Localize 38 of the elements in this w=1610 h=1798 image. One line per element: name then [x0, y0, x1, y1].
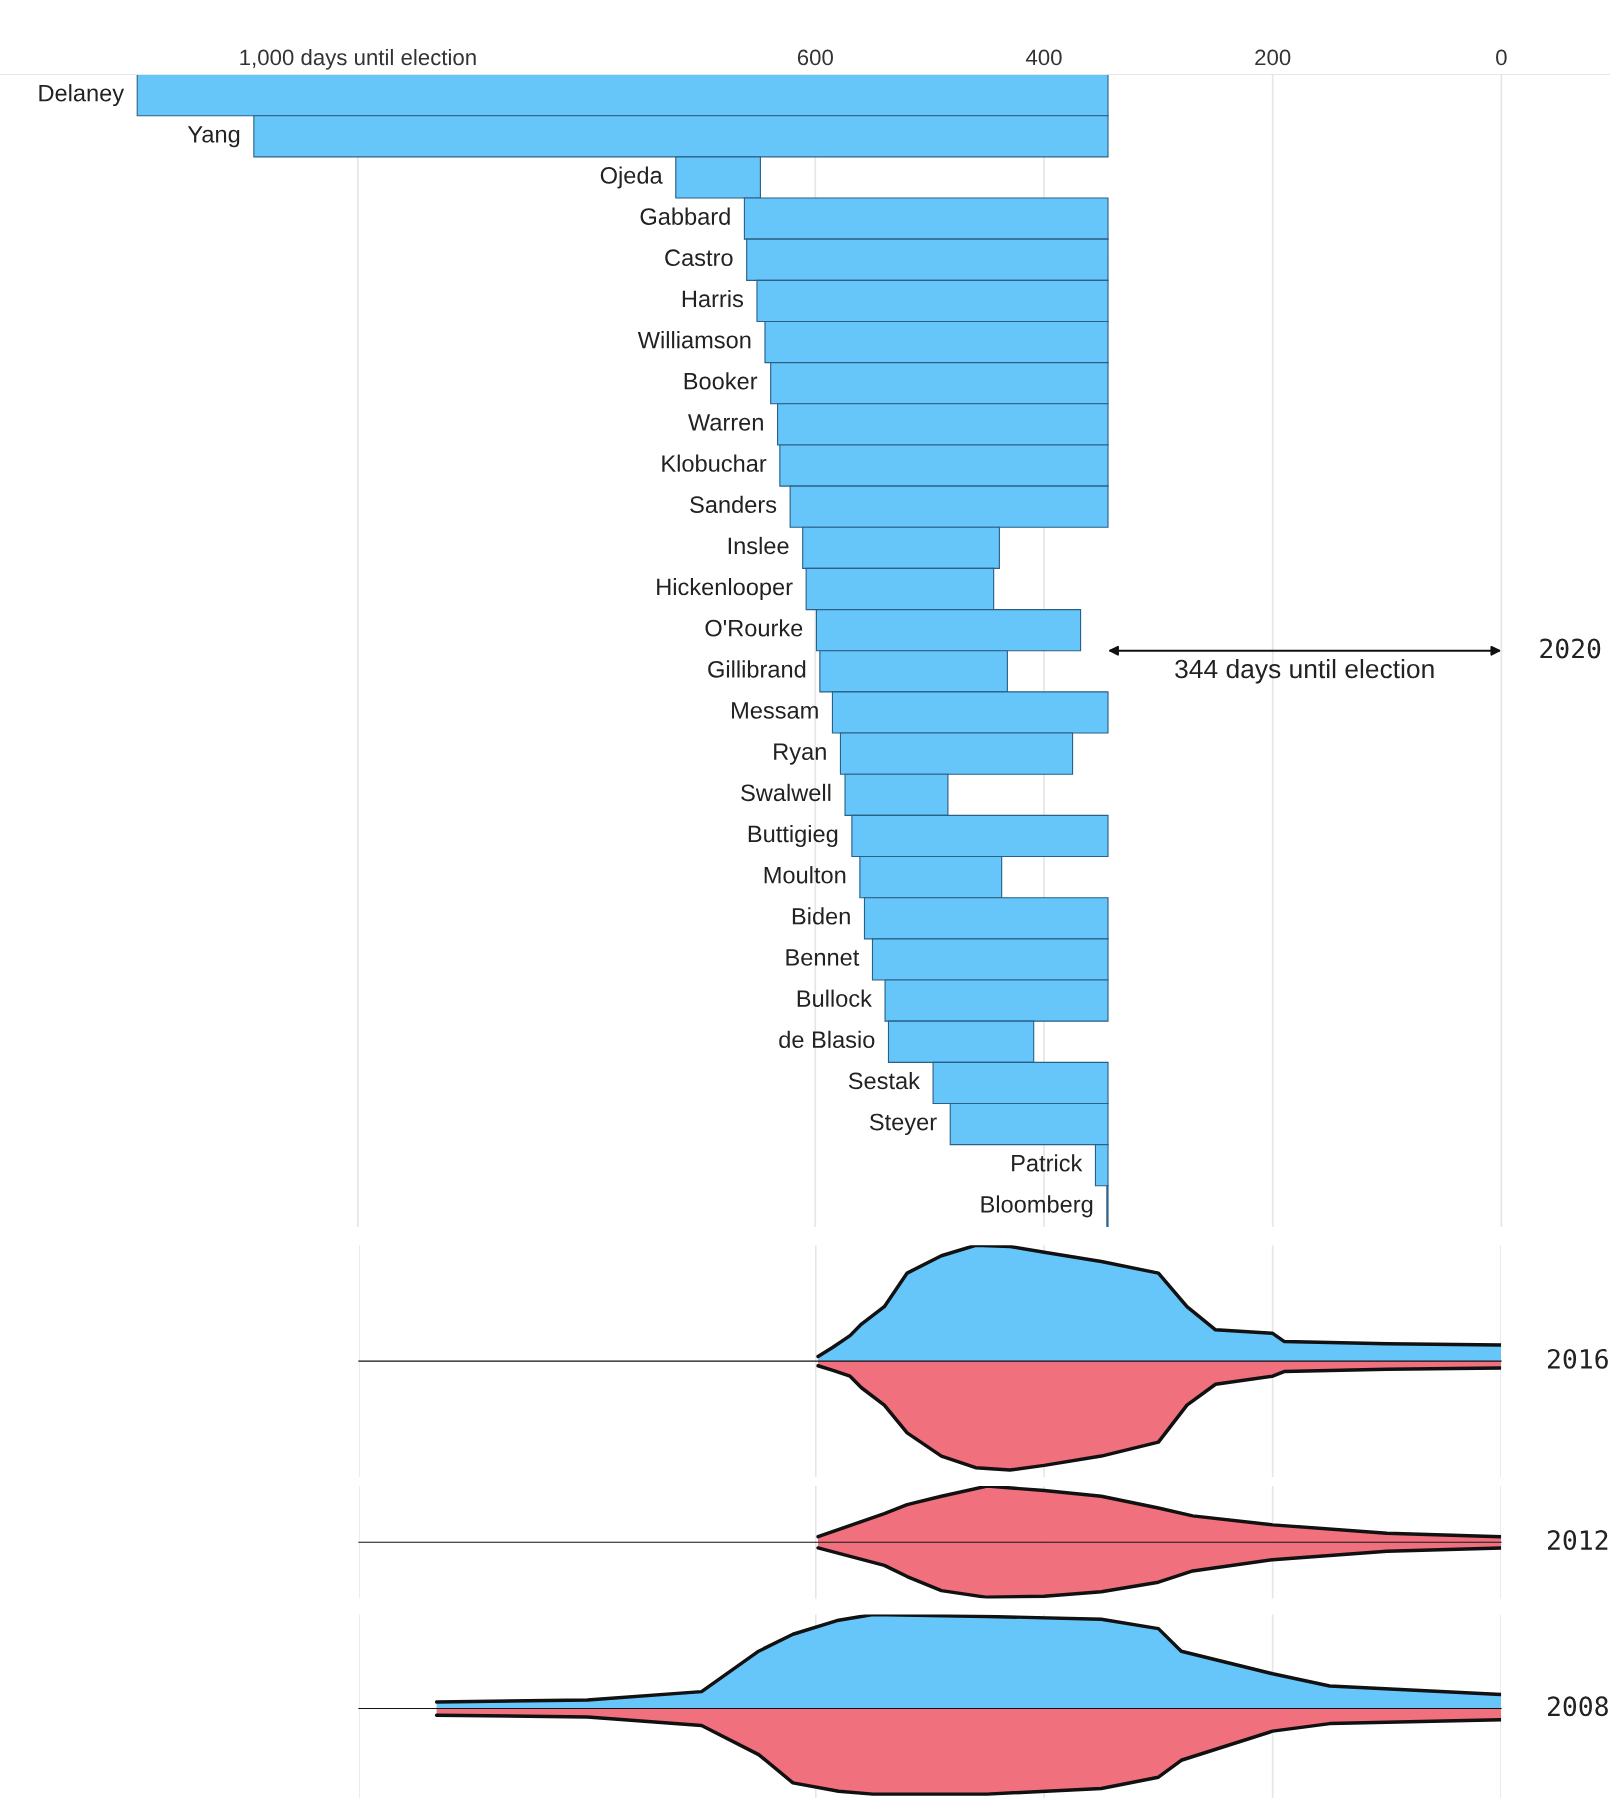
y-tick-label: Williamson — [637, 331, 751, 349]
text: 2012 — [1547, 1530, 1608, 1551]
x-tick-label: 0 — [1496, 49, 1507, 66]
y-tick-label: Ojeda — [600, 166, 663, 189]
y-tick-label: Sanders — [690, 495, 777, 514]
y-tick-label: Gabbard — [640, 207, 730, 225]
y-tick-label: Inslee — [728, 536, 789, 555]
y-tick-label: Steyer — [869, 1113, 937, 1136]
y-tick-label: Swalwell — [741, 783, 831, 802]
annotation: 2020 — [1540, 638, 1601, 659]
y-tick-label: de Blasio — [779, 1030, 875, 1049]
y-tick-label: Hickenlooper — [657, 578, 793, 601]
x-tick-label: 400 — [1025, 49, 1062, 66]
y-tick-label: Bennet — [786, 949, 860, 966]
y-tick-label: Messam — [732, 702, 818, 719]
y-tick-label: Bullock — [797, 989, 872, 1007]
y-tick-label: Castro — [665, 249, 733, 267]
y-tick-label: Gillibrand — [708, 660, 806, 678]
y-tick-label: Yang — [187, 126, 240, 148]
x-tick-label: 200 — [1255, 49, 1291, 66]
text: 2008 — [1547, 1696, 1608, 1717]
y-tick-label: Patrick — [1012, 1154, 1083, 1172]
y-tick-label: O'Rourke — [705, 619, 803, 637]
y-tick-label: Buttigieg — [748, 824, 838, 847]
y-tick-label: Sestak — [848, 1071, 920, 1090]
x-tick-label: 1,000 days until election — [240, 48, 476, 70]
annotation: 344 days until election — [1175, 658, 1434, 684]
y-tick-label: Harris — [682, 289, 744, 308]
y-tick-label: Delaney — [39, 84, 125, 107]
y-tick-label: Biden — [792, 907, 850, 925]
text: 2016 — [1547, 1348, 1608, 1369]
y-tick-label: Bloomberg — [981, 1195, 1093, 1218]
y-tick-label: Booker — [684, 372, 758, 390]
x-tick-label: 600 — [797, 49, 833, 66]
y-tick-label: Warren — [688, 414, 763, 431]
y-tick-label: Ryan — [774, 743, 826, 765]
y-tick-label: Moulton — [764, 866, 846, 884]
y-tick-label: Klobuchar — [662, 454, 767, 472]
